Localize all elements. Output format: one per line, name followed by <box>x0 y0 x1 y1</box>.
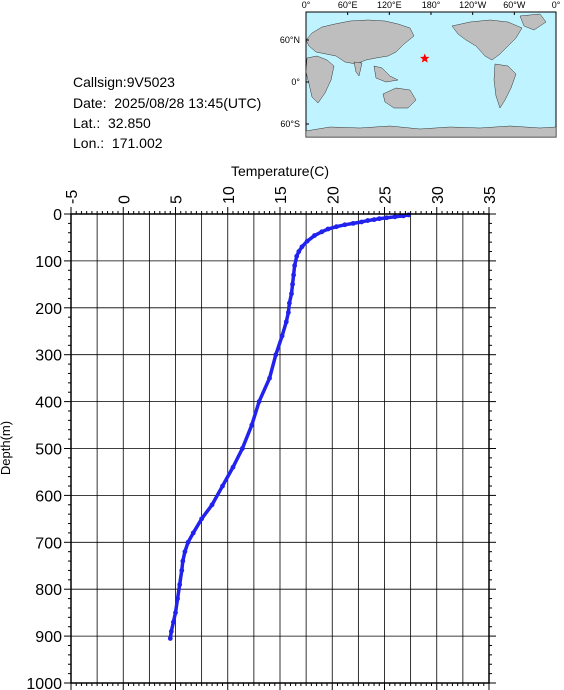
y-axis-label: Depth(m) <box>0 421 13 475</box>
map-lon-label: 0° <box>552 0 561 10</box>
data-point <box>285 310 291 315</box>
y-tick-label: 500 <box>35 442 62 459</box>
x-tick-label: -5 <box>64 190 81 204</box>
y-tick-label: 700 <box>35 535 62 552</box>
data-point <box>304 238 310 244</box>
data-point <box>299 244 305 250</box>
data-point <box>175 596 180 601</box>
data-point <box>319 229 325 235</box>
map-lon-label: 60°W <box>503 0 526 10</box>
y-tick-label: 900 <box>35 629 62 646</box>
data-point <box>177 582 183 587</box>
data-point <box>167 636 173 641</box>
map-lon-label: 120°E <box>377 0 402 10</box>
data-point <box>291 272 296 278</box>
data-point <box>350 220 356 226</box>
data-point <box>182 549 188 555</box>
data-point <box>180 558 186 564</box>
lon-text: Lon.: 171.002 <box>73 135 163 151</box>
data-point <box>199 516 205 522</box>
date-text: Date: 2025/08/28 13:45(UTC) <box>73 95 262 111</box>
x-tick-label: 25 <box>378 186 395 204</box>
y-tick-label: 200 <box>35 301 62 318</box>
y-tick-label: 100 <box>35 254 62 271</box>
data-point <box>334 224 339 230</box>
data-point <box>289 291 294 297</box>
data-point <box>209 502 215 508</box>
data-point <box>168 629 174 634</box>
data-point <box>173 610 178 616</box>
y-tick-label: 400 <box>35 395 62 412</box>
x-tick-label: 30 <box>430 186 447 204</box>
data-point <box>179 568 185 573</box>
data-point <box>392 214 398 220</box>
y-tick-label: 800 <box>35 582 62 599</box>
callsign-text: Callsign:9V5023 <box>73 74 175 90</box>
x-axis-label: Temperature(C) <box>231 163 329 179</box>
map-lon-label: 0° <box>302 0 311 10</box>
data-point <box>296 249 302 254</box>
world-map: 0° 60°E 120°E 180° 120°W 60°W 0° 60°N 0° 60°S <box>280 0 561 138</box>
data-point <box>279 333 285 339</box>
data-point <box>359 219 364 225</box>
map-lat-label: 60°S <box>280 119 300 129</box>
map-land <box>305 13 557 138</box>
data-point <box>290 281 295 287</box>
x-tick-label: 15 <box>273 186 290 204</box>
station-marker-icon <box>420 53 430 63</box>
data-point <box>312 233 317 238</box>
plot-frame <box>70 213 490 684</box>
data-point <box>342 222 348 228</box>
y-tick-label: 0 <box>53 207 62 224</box>
data-point <box>376 216 382 222</box>
data-point <box>256 399 262 404</box>
data-point <box>190 530 196 536</box>
data-point <box>365 218 371 223</box>
data-point <box>384 215 389 221</box>
x-tick-label: 10 <box>221 186 238 204</box>
map-lat-label: 60°N <box>280 35 300 45</box>
data-point <box>325 226 331 232</box>
x-tick-label: 0 <box>116 195 133 204</box>
data-point <box>220 483 225 489</box>
data-point <box>267 375 272 381</box>
data-point <box>230 464 236 470</box>
data-point <box>371 217 377 223</box>
map-lon-label: 120°W <box>459 0 487 10</box>
data-point <box>294 253 300 259</box>
data-point <box>283 319 289 325</box>
data-point <box>185 539 191 545</box>
y-tick-label: 300 <box>35 348 62 365</box>
y-tick-label: 600 <box>35 488 62 505</box>
map-lon-label: 180° <box>422 0 441 10</box>
x-tick-label: 35 <box>482 186 499 204</box>
map-lon-label: 60°E <box>338 0 358 10</box>
y-tick-label: 1000 <box>26 676 62 690</box>
lat-text: Lat.: 32.850 <box>73 115 151 131</box>
data-point <box>171 619 176 625</box>
data-point <box>239 446 245 451</box>
data-point <box>273 352 279 358</box>
data-point <box>287 300 292 306</box>
temperature-profile-line <box>168 213 411 641</box>
data-point <box>249 422 255 428</box>
x-tick-label: 20 <box>325 186 342 204</box>
map-lat-label: 0° <box>291 77 300 87</box>
data-point <box>292 263 298 268</box>
x-tick-label: 5 <box>169 195 186 204</box>
